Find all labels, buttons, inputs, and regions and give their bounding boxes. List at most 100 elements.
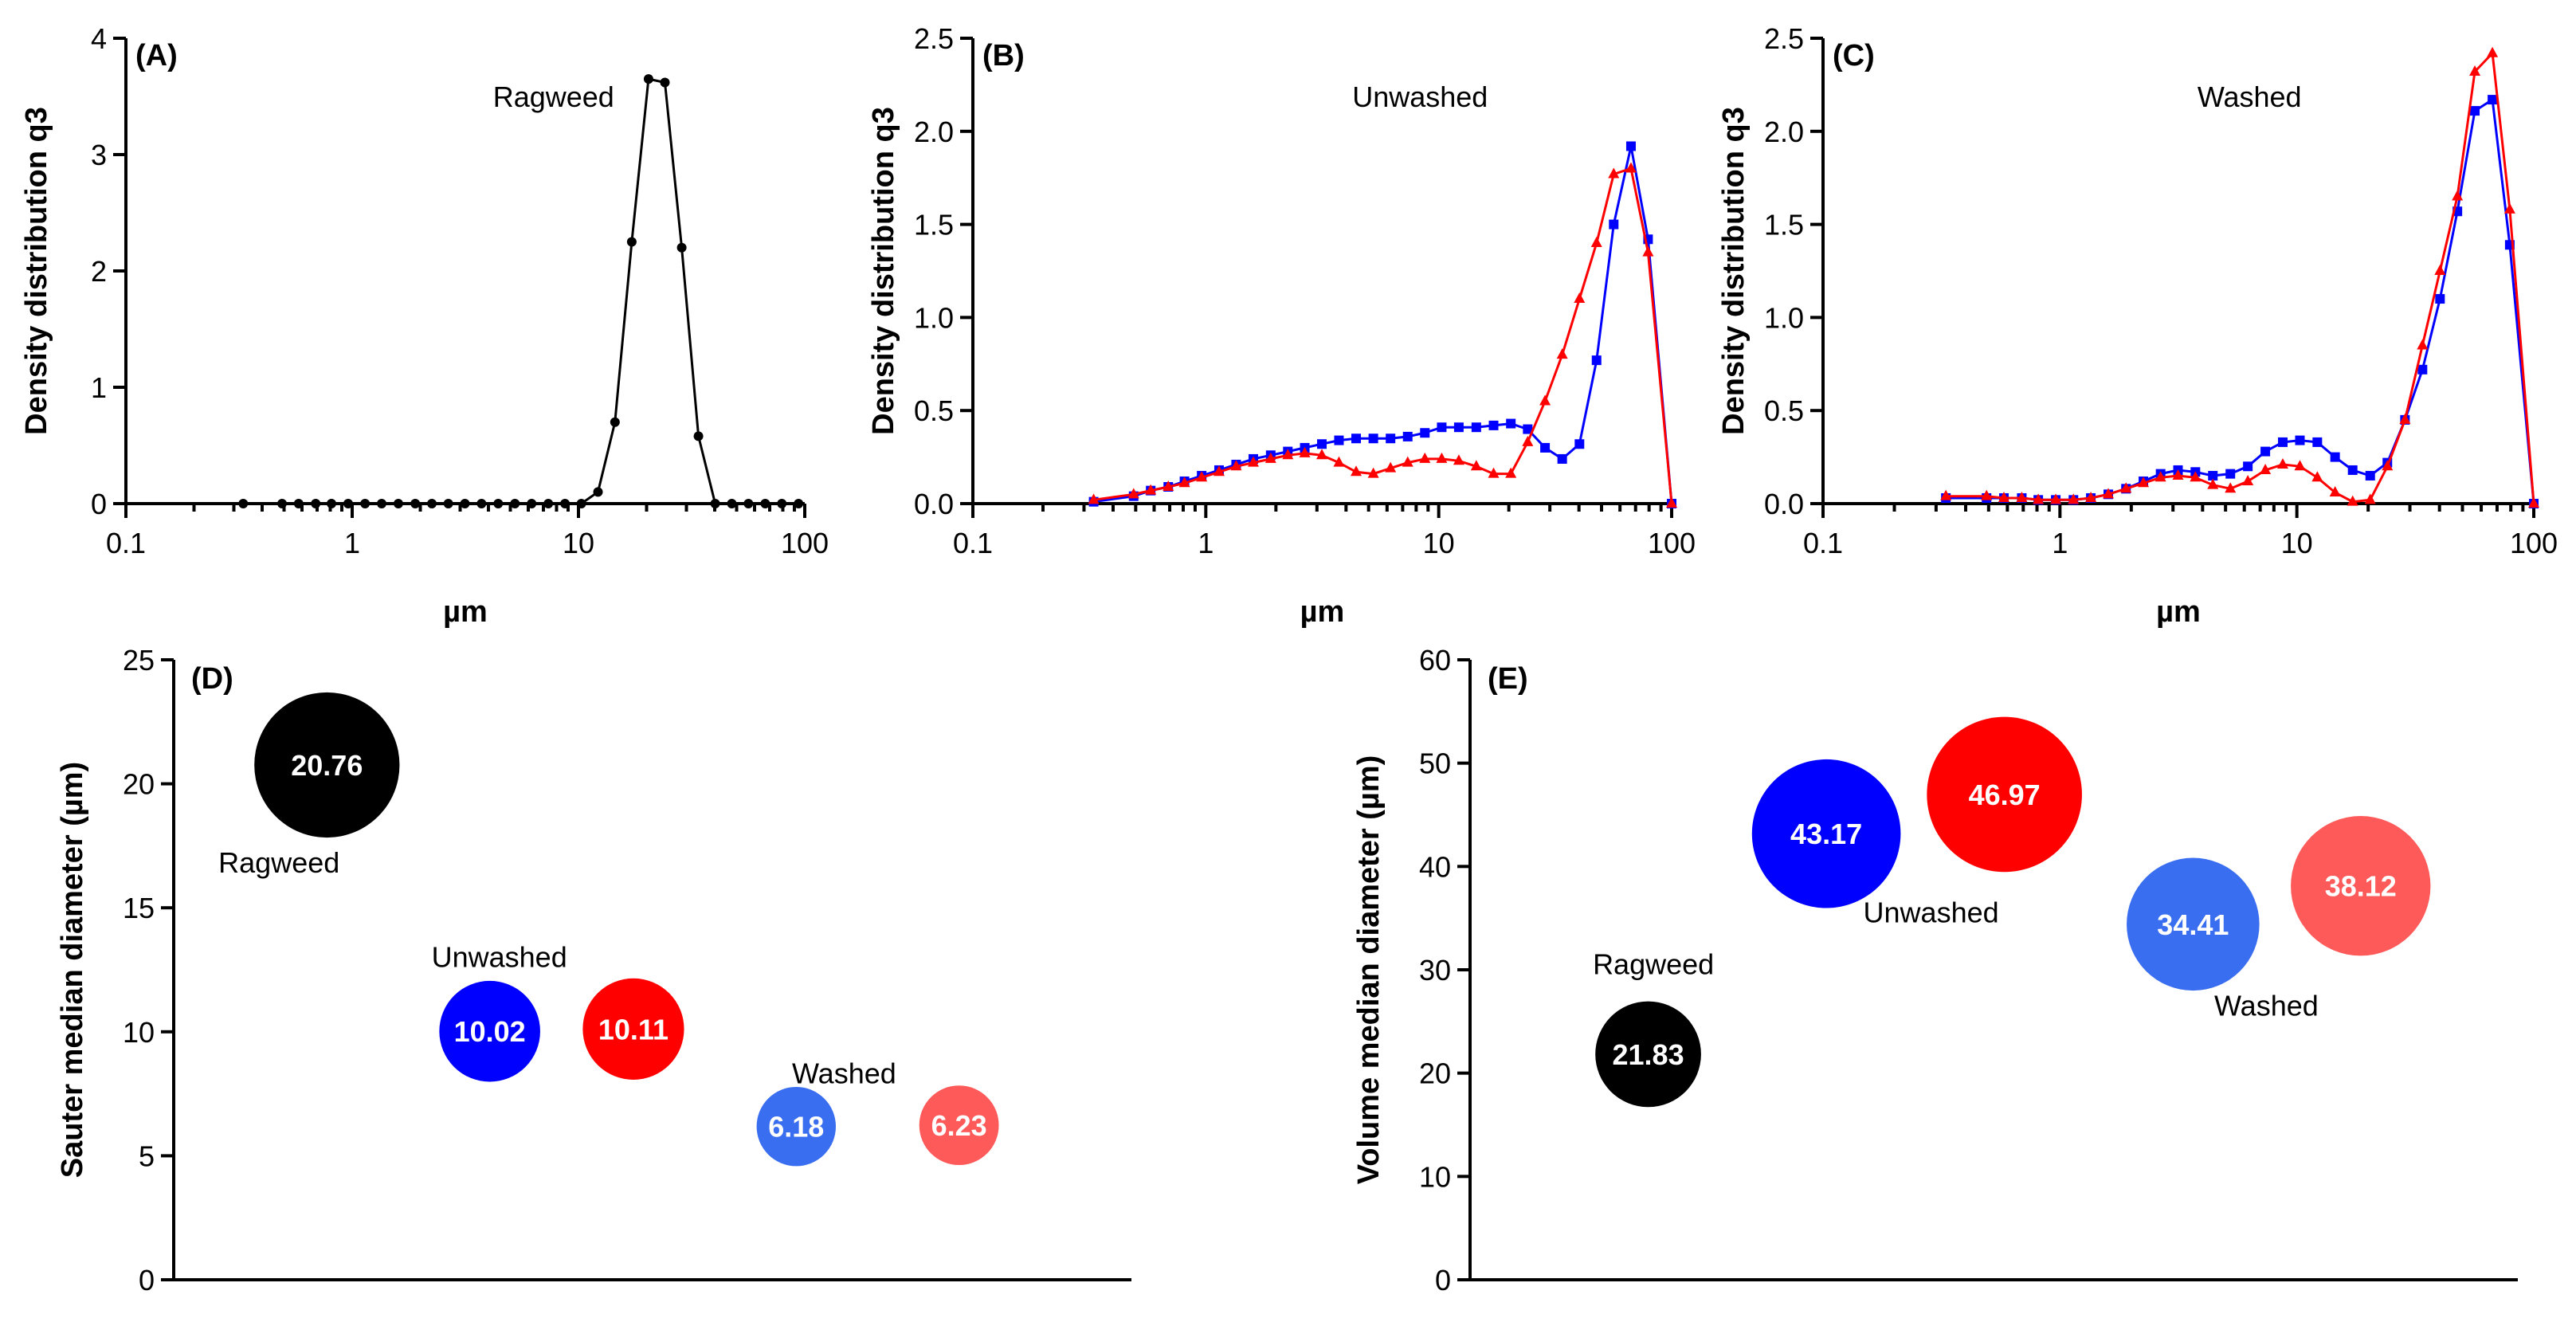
data-point bbox=[760, 499, 770, 508]
bubble-label: 34.41 bbox=[2157, 908, 2229, 941]
bubble bbox=[919, 1085, 999, 1166]
data-point bbox=[2260, 446, 2271, 457]
annotation: Ragweed bbox=[493, 80, 614, 113]
data-point bbox=[2312, 437, 2323, 447]
data-point bbox=[527, 499, 537, 508]
x-tick-label: 0.1 bbox=[1803, 527, 1843, 559]
data-point bbox=[1505, 467, 1517, 478]
data-point bbox=[2417, 364, 2428, 375]
y-tick-label: 2.5 bbox=[914, 22, 954, 55]
data-point bbox=[1386, 433, 1396, 444]
bubble bbox=[582, 978, 684, 1080]
data-point bbox=[1367, 467, 1379, 478]
y-axis-title: Sauter median diameter (µm) bbox=[56, 762, 89, 1178]
data-point bbox=[1608, 167, 1620, 178]
y-tick-label: 15 bbox=[123, 892, 155, 924]
data-point bbox=[2330, 452, 2340, 462]
data-point bbox=[343, 499, 353, 508]
data-point bbox=[1574, 292, 1586, 304]
data-point bbox=[2225, 482, 2237, 493]
y-axis-title: Density distribution q3 bbox=[1717, 107, 1751, 435]
data-point bbox=[2190, 471, 2202, 482]
data-point bbox=[576, 499, 586, 508]
bubble bbox=[1751, 759, 1901, 908]
data-point bbox=[2528, 497, 2539, 508]
data-point bbox=[2329, 485, 2341, 496]
bubble bbox=[2291, 816, 2431, 956]
data-point bbox=[2452, 190, 2464, 201]
data-point bbox=[1666, 497, 1677, 508]
data-point bbox=[1506, 418, 1516, 429]
data-point bbox=[2277, 437, 2288, 447]
data-point bbox=[410, 499, 421, 508]
data-point bbox=[2208, 470, 2218, 481]
data-point bbox=[2016, 491, 2028, 502]
x-tick-label: 1 bbox=[1198, 527, 1214, 559]
data-point bbox=[1540, 442, 1551, 453]
y-tick-label: 30 bbox=[1419, 954, 1451, 987]
group-label: Ragweed bbox=[1593, 948, 1714, 981]
y-tick-label: 3 bbox=[91, 139, 107, 171]
data-point bbox=[1299, 446, 1311, 457]
data-point bbox=[2311, 471, 2323, 482]
data-point bbox=[377, 499, 387, 508]
data-point bbox=[1196, 471, 1208, 482]
x-tick-label: 1 bbox=[344, 527, 360, 559]
data-point bbox=[1127, 488, 1139, 499]
data-point bbox=[1402, 431, 1413, 441]
bubble-label: 20.76 bbox=[291, 749, 363, 782]
data-point bbox=[1213, 465, 1225, 477]
group-label: Washed bbox=[2214, 989, 2319, 1022]
x-tick-label: 100 bbox=[781, 527, 829, 559]
y-tick-label: 20 bbox=[123, 768, 155, 801]
data-point bbox=[676, 242, 687, 253]
y-tick-label: 0 bbox=[1435, 1264, 1451, 1297]
data-point bbox=[543, 499, 554, 508]
series-line bbox=[243, 77, 799, 505]
data-point bbox=[1574, 439, 1585, 449]
data-point bbox=[1145, 484, 1157, 495]
data-point bbox=[1557, 453, 1567, 464]
bubble-label: 38.12 bbox=[2325, 870, 2397, 903]
y-tick-label: 2 bbox=[91, 255, 107, 288]
y-tick-label: 60 bbox=[1419, 644, 1451, 677]
data-point bbox=[2365, 470, 2375, 481]
y-tick-label: 0.5 bbox=[1764, 394, 1804, 427]
group-label: Washed bbox=[792, 1057, 896, 1090]
data-point bbox=[2417, 339, 2429, 350]
data-point bbox=[443, 499, 453, 508]
data-point bbox=[311, 499, 321, 508]
data-point bbox=[1420, 428, 1430, 438]
y-tick-label: 0.5 bbox=[914, 394, 954, 427]
data-point bbox=[2242, 474, 2254, 485]
bubble-label: 43.17 bbox=[1790, 818, 1862, 850]
data-point bbox=[1317, 439, 1327, 449]
data-point bbox=[427, 499, 437, 508]
data-point bbox=[2294, 460, 2306, 471]
panel-label: (D) bbox=[191, 662, 233, 696]
data-point bbox=[743, 499, 754, 508]
data-point bbox=[1523, 424, 1533, 434]
data-point bbox=[293, 499, 304, 508]
data-point bbox=[1998, 491, 2009, 502]
data-point bbox=[2050, 493, 2062, 504]
x-tick-label: 1 bbox=[2052, 527, 2068, 559]
data-point bbox=[1088, 493, 1100, 504]
bubble bbox=[1927, 716, 2082, 873]
series-line bbox=[1093, 167, 1673, 504]
data-point bbox=[777, 499, 787, 508]
y-tick-label: 20 bbox=[1419, 1057, 1451, 1090]
data-point bbox=[2399, 413, 2411, 424]
data-point bbox=[1419, 452, 1431, 463]
data-point bbox=[1402, 456, 1413, 467]
panel-a: 0 1 2 3 4 0.1 1 10 100 (A) µm Density distribution … bbox=[20, 22, 829, 629]
x-tick-label: 10 bbox=[2281, 527, 2313, 559]
y-tick-label: 5 bbox=[139, 1140, 155, 1172]
data-point bbox=[1453, 454, 1464, 465]
y-tick-label: 0 bbox=[91, 488, 107, 520]
data-point bbox=[460, 499, 470, 508]
data-point bbox=[2085, 491, 2097, 502]
data-point bbox=[2033, 493, 2045, 504]
data-point bbox=[2469, 65, 2481, 76]
data-point bbox=[1539, 394, 1551, 406]
